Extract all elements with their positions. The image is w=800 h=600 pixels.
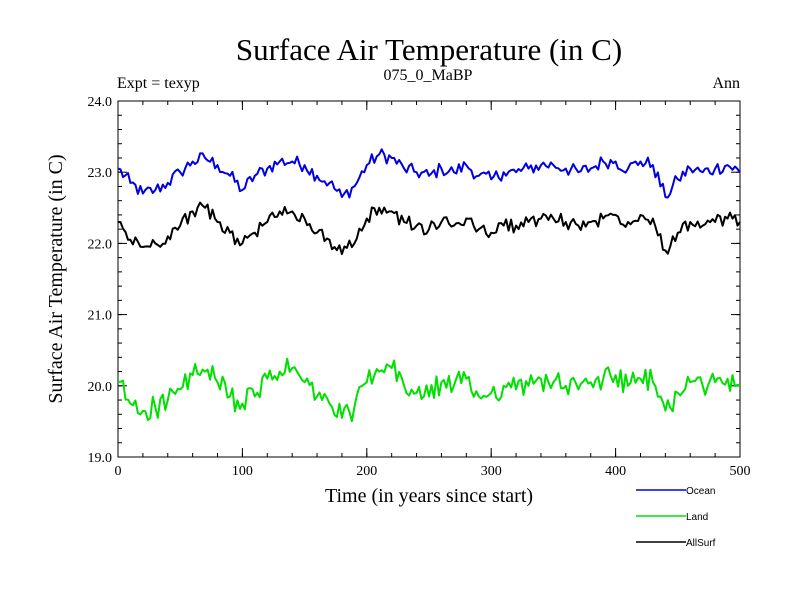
- series-line-ocean: [117, 148, 741, 199]
- x-tick-label: 300: [481, 464, 502, 479]
- y-tick-label: 19.0: [88, 451, 113, 466]
- legend: Ocean Land AllSurf: [636, 486, 716, 549]
- series-lines: [117, 148, 741, 423]
- x-axis: 0 100 200 300 400 500: [115, 101, 751, 479]
- y-tick-label: 23.0: [88, 166, 113, 181]
- plot-frame: [117, 100, 741, 458]
- y-tick-label: 22.0: [88, 237, 113, 252]
- y-tick-label: 24.0: [88, 95, 113, 110]
- x-tick-label: 500: [730, 464, 751, 479]
- chart-subtitle-left: Expt = texyp: [117, 75, 200, 92]
- y-tick-label: 20.0: [88, 380, 113, 395]
- legend-label-land: Land: [686, 512, 708, 523]
- y-axis: 19.0 20.0 21.0 22.0 23.0 24.0: [88, 95, 740, 466]
- y-axis-label: Surface Air Temperature (in C): [45, 154, 67, 403]
- chart-title: Surface Air Temperature (in C): [236, 32, 622, 67]
- x-tick-label: 100: [232, 464, 253, 479]
- x-axis-label: Time (in years since start): [325, 485, 533, 507]
- legend-label-ocean: Ocean: [686, 486, 715, 497]
- x-tick-label: 0: [115, 464, 122, 479]
- series-line-allsurf: [117, 201, 741, 256]
- legend-label-allsurf: AllSurf: [686, 538, 716, 549]
- x-tick-label: 200: [356, 464, 377, 479]
- y-tick-label: 21.0: [88, 309, 113, 324]
- chart-subtitle-center: 075_0_MaBP: [384, 67, 473, 84]
- x-tick-label: 400: [605, 464, 626, 479]
- chart-subtitle-right: Ann: [712, 75, 740, 92]
- series-line-land: [117, 357, 741, 423]
